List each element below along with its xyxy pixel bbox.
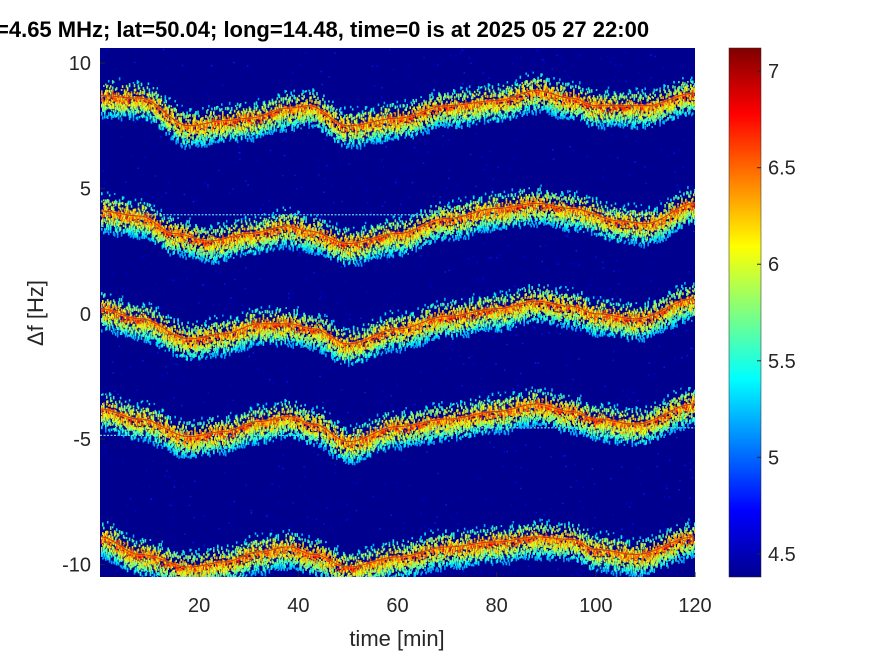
- chart-title: =4.65 MHz; lat=50.04; long=14.48, time=0…: [0, 17, 649, 42]
- x-tick-label: 120: [678, 595, 711, 617]
- colorbar-tick-label: 5: [768, 447, 779, 469]
- colorbar-tick-label: 4.5: [768, 544, 796, 566]
- colorbar-ticks: 4.5 5 5.5 6 6.5 7: [757, 61, 796, 566]
- y-tick-label: -10: [62, 554, 91, 576]
- y-tick-label: 5: [80, 178, 91, 200]
- colorbar-tick-label: 5.5: [768, 351, 796, 373]
- y-tick-label: -5: [73, 429, 91, 451]
- y-axis-label: Δf [Hz]: [23, 280, 48, 346]
- x-axis-label: time [min]: [349, 626, 444, 651]
- x-tick-label: 40: [287, 595, 309, 617]
- plot-area: [100, 48, 696, 591]
- colorbar: 4.5 5 5.5 6 6.5 7: [729, 48, 796, 577]
- colorbar-tick-label: 6: [768, 254, 779, 276]
- x-axis: 20 40 60 80 100 120: [188, 572, 712, 617]
- colorbar-tick-label: 7: [768, 61, 779, 83]
- y-tick-label: 0: [80, 304, 91, 326]
- y-tick-label: 10: [69, 53, 91, 75]
- x-tick-label: 60: [386, 595, 408, 617]
- x-tick-label: 100: [579, 595, 612, 617]
- colorbar-tick-label: 6.5: [768, 158, 796, 180]
- y-axis: 10 5 0 -5 -10: [62, 53, 105, 576]
- colorbar-gradient: [729, 48, 761, 577]
- x-tick-label: 80: [486, 595, 508, 617]
- x-tick-label: 20: [188, 595, 210, 617]
